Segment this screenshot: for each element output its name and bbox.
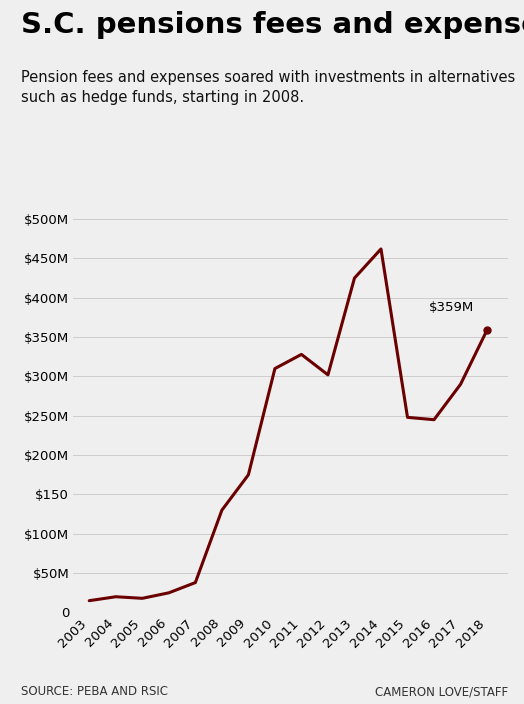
Text: CAMERON LOVE/STAFF: CAMERON LOVE/STAFF (375, 686, 508, 698)
Text: $359M: $359M (429, 301, 474, 313)
Text: SOURCE: PEBA AND RSIC: SOURCE: PEBA AND RSIC (21, 686, 168, 698)
Text: Pension fees and expenses soared with investments in alternatives
such as hedge : Pension fees and expenses soared with in… (21, 70, 515, 105)
Text: S.C. pensions fees and expenses: S.C. pensions fees and expenses (21, 11, 524, 39)
